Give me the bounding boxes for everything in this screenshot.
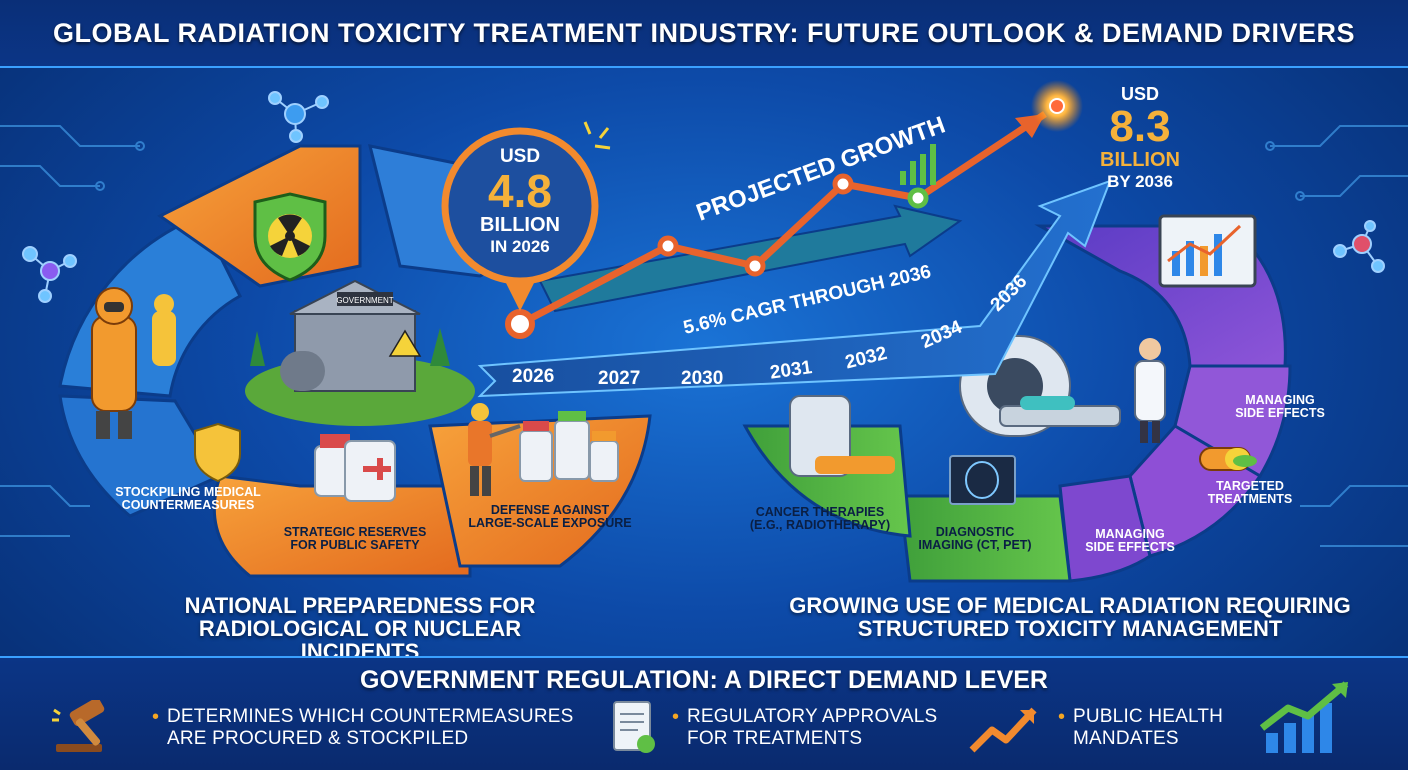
market-2036-currency: USD — [1120, 84, 1159, 104]
segment-label-line: SIDE EFFECTS — [1085, 540, 1175, 555]
bullet-icon: • — [152, 706, 160, 728]
year-label: 2026 — [512, 366, 554, 387]
bullet-icon: • — [1058, 706, 1066, 728]
growth-bars-icon — [1259, 681, 1349, 753]
market-2036-callout: USD 8.3 BILLION BY 2036 — [1080, 84, 1200, 192]
timeline-year-labels: 2026 2027 2030 2031 2032 2034 2036 — [512, 271, 1031, 389]
segment-label-line: SIDE EFFECTS — [1235, 406, 1325, 421]
hazmat-worker-icon — [91, 287, 176, 439]
item-line: REGULATORY APPROVALS — [687, 706, 938, 727]
segment-label-line: TARGETED — [1216, 479, 1284, 493]
segment-label-line: TREATMENTS — [1207, 492, 1293, 507]
market-2026-currency: USD — [499, 146, 541, 167]
sparkle-icon — [583, 121, 611, 150]
timeline-arrow — [477, 179, 1112, 398]
mini-bar-icon — [900, 144, 936, 185]
year-label: 2027 — [598, 368, 640, 389]
growth-line — [505, 80, 1083, 339]
growth-point — [744, 255, 766, 277]
market-2026-year: IN 2026 — [490, 237, 550, 256]
segment-label-line: MANAGING — [1095, 527, 1165, 541]
market-2036-unit: BILLION — [1100, 149, 1180, 171]
bullet-icon: • — [672, 706, 680, 728]
molecule-icon-right — [1333, 220, 1385, 273]
segment-label-reserves: STRATEGIC RESERVES FOR PUBLIC SAFETY — [270, 525, 440, 553]
left-section-heading: NATIONAL PREPAREDNESS FOR RADIOLOGICAL O… — [150, 594, 570, 663]
page-title: GLOBAL RADIATION TOXICITY TREATMENT INDU… — [53, 17, 1355, 48]
item-line: ARE PROCURED & STOCKPILED — [167, 728, 469, 749]
market-2036-year: BY 2036 — [1107, 172, 1173, 191]
segment-label-stockpiling: STOCKPILING MEDICAL COUNTERMEASURES — [108, 485, 268, 513]
pills-icon — [1199, 447, 1257, 471]
chart-monitor-icon — [1158, 214, 1257, 288]
regulation-item-mandates: • PUBLIC HEALTH MANDATES — [968, 706, 1223, 756]
shield-icon — [194, 422, 241, 483]
market-2036-value: 8.3 — [1109, 102, 1171, 151]
right-ring-segment-cancer — [742, 424, 912, 538]
regulation-item-text: DETERMINES WHICH COUNTERMEASURES ARE PRO… — [167, 706, 573, 750]
responder-icon — [468, 403, 521, 496]
infographic-svg: GOVERNMENT — [0, 80, 1408, 583]
segment-label-line: (E.G., RADIOTHERAPY) — [749, 518, 891, 533]
infographic-art: GOVERNMENT — [0, 66, 1408, 663]
item-line: DETERMINES WHICH COUNTERMEASURES — [167, 706, 574, 727]
segment-label-managing-lower: MANAGING SIDE EFFECTS — [1070, 527, 1190, 555]
segment-label-line: COUNTERMEASURES — [121, 498, 255, 513]
regulation-panel: GOVERNMENT REGULATION: A DIRECT DEMAND L… — [0, 656, 1408, 770]
molecule-icon-top — [268, 91, 329, 143]
segment-label-line: STRATEGIC RESERVES — [283, 525, 427, 539]
segment-label-line: STOCKPILING MEDICAL — [115, 485, 261, 499]
market-2026-callout: USD 4.8 BILLION IN 2026 — [460, 146, 580, 257]
segment-label-cancer: CANCER THERAPIES (E.G., RADIOTHERAPY) — [745, 505, 895, 533]
item-line: MANDATES — [1073, 728, 1179, 749]
heading-line: GROWING USE OF MEDICAL RADIATION REQUIRI… — [789, 593, 1351, 618]
regulation-item-approvals: • REGULATORY APPROVALS FOR TREATMENTS — [610, 701, 937, 758]
doctor-icon — [1134, 338, 1166, 443]
document-icon — [613, 701, 655, 753]
item-line: PUBLIC HEALTH — [1073, 706, 1224, 727]
segment-label-targeted: TARGETED TREATMENTS — [1190, 479, 1310, 507]
molecule-icon-left — [22, 246, 77, 303]
government-building-icon: GOVERNMENT — [245, 279, 475, 426]
right-section-heading: GROWING USE OF MEDICAL RADIATION REQUIRI… — [760, 594, 1380, 640]
regulation-title: GOVERNMENT REGULATION: A DIRECT DEMAND L… — [360, 666, 1048, 694]
growth-point — [657, 235, 679, 257]
heading-line: STRUCTURED TOXICITY MANAGEMENT — [857, 616, 1283, 642]
segment-label-line: CANCER THERAPIES — [755, 505, 885, 519]
segment-label-line: DIAGNOSTIC — [935, 525, 1015, 539]
heading-line: NATIONAL PREPAREDNESS FOR — [184, 593, 536, 618]
market-2026-bubble — [441, 127, 599, 311]
regulation-item-text: REGULATORY APPROVALS FOR TREATMENTS — [687, 706, 937, 750]
growth-point-2026 — [505, 309, 535, 339]
gavel-icon — [52, 700, 105, 752]
segment-label-line: MANAGING — [1245, 393, 1315, 407]
segment-label-managing-upper: MANAGING SIDE EFFECTS — [1220, 393, 1340, 421]
right-ring-segment-managing-2 — [1058, 474, 1152, 583]
regulation-item-text: PUBLIC HEALTH MANDATES — [1073, 706, 1223, 750]
growth-point — [907, 187, 929, 209]
segment-label-line: DEFENSE AGAINST — [490, 503, 610, 517]
circuit-lines-decoration — [0, 125, 1408, 547]
segment-label-line: IMAGING (CT, PET) — [918, 538, 1032, 553]
segment-label-defense: DEFENSE AGAINST LARGE-SCALE EXPOSURE — [460, 503, 640, 531]
radiation-shield-icon — [253, 192, 327, 282]
trend-up-icon — [969, 707, 1037, 753]
segment-label-diagnostic: DIAGNOSTIC IMAGING (CT, PET) — [905, 525, 1045, 553]
segment-label-line: FOR PUBLIC SAFETY — [290, 538, 420, 553]
segment-label-line: LARGE-SCALE EXPOSURE — [468, 516, 632, 531]
title-bar: GLOBAL RADIATION TOXICITY TREATMENT INDU… — [0, 0, 1408, 68]
market-2026-unit: BILLION — [480, 214, 560, 236]
regulation-item-countermeasures: • DETERMINES WHICH COUNTERMEASURES ARE P… — [48, 700, 574, 756]
growth-point — [832, 173, 854, 195]
building-sign: GOVERNMENT — [336, 296, 393, 305]
medicine-bottles-icon — [314, 411, 619, 502]
item-line: FOR TREATMENTS — [687, 728, 863, 749]
market-2026-value: 4.8 — [488, 165, 552, 217]
year-label: 2030 — [681, 368, 723, 389]
xray-monitor-icon — [949, 455, 1016, 505]
radiotherapy-machine-icon — [789, 395, 895, 477]
